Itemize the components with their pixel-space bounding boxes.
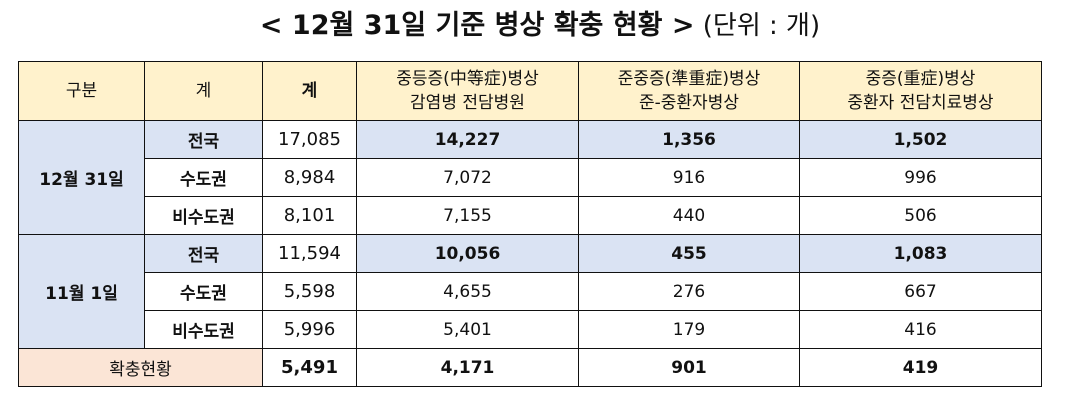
region-cell: 비수도권 [144,310,263,349]
header-semi-severe-line1: 준중증(準重症)병상 [617,69,761,89]
expansion-row: 확충현황 5,491 4,171 901 419 [18,348,1042,387]
group-label-nov1: 11월 1일 [18,234,145,349]
expansion-semi-severe: 901 [578,348,800,387]
group-label-dec31: 12월 31일 [18,120,145,235]
header-category: 구분 [18,61,145,121]
severe-cell: 996 [799,158,1042,197]
header-severe-line2: 중환자 전담치료병상 [847,93,994,113]
total-cell: 5,598 [262,272,357,311]
semi-severe-cell: 1,356 [578,120,800,159]
severe-cell: 506 [799,196,1042,235]
title-unit: (단위 : 개) [694,11,821,41]
semi-severe-cell: 916 [578,158,800,197]
table-row: 비수도권 5,996 5,401 179 416 [19,310,1042,349]
region-cell: 수도권 [144,272,263,311]
total-cell: 17,085 [262,120,357,159]
moderate-cell: 4,655 [356,272,579,311]
region-cell: 전국 [144,120,263,159]
moderate-cell: 10,056 [356,234,579,273]
header-row: 구분 계 계 중등증(中等症)병상 감염병 전담병원 준중증(準重症)병상 준-… [18,61,1042,121]
header-severe-line1: 중증(重症)병상 [865,69,976,89]
header-total-region: 계 [144,61,263,121]
header-moderate-line1: 중등증(中等症)병상 [396,69,539,89]
moderate-cell: 7,155 [356,196,579,235]
table-row: 수도권 8,984 7,072 916 996 [19,158,1042,197]
expansion-total: 5,491 [262,348,357,387]
severe-cell: 416 [799,310,1042,349]
total-cell: 8,101 [262,196,357,235]
expansion-severe: 419 [799,348,1042,387]
header-semi-severe-line2: 준-중환자병상 [639,93,739,113]
total-cell: 8,984 [262,158,357,197]
title-main: < 12월 31일 기준 병상 확충 현황 > [259,10,695,41]
region-cell: 수도권 [144,158,263,197]
page-title: < 12월 31일 기준 병상 확충 현황 > (단위 : 개) [0,6,1080,46]
header-semi-severe: 준중증(準重症)병상 준-중환자병상 [578,61,800,121]
table-row: 비수도권 8,101 7,155 440 506 [19,196,1042,235]
header-total: 계 [262,61,357,121]
severe-cell: 1,502 [799,120,1042,159]
moderate-cell: 7,072 [356,158,579,197]
semi-severe-cell: 276 [578,272,800,311]
semi-severe-cell: 455 [578,234,800,273]
table-row: 11월 1일 전국 11,594 10,056 455 1,083 [18,234,1042,349]
moderate-cell: 14,227 [356,120,579,159]
total-cell: 11,594 [262,234,357,273]
region-cell: 전국 [144,234,263,273]
semi-severe-cell: 179 [578,310,800,349]
total-cell: 5,996 [262,310,357,349]
region-cell: 비수도권 [144,196,263,235]
header-moderate-line2: 감염병 전담병원 [410,93,525,113]
expansion-moderate: 4,171 [356,348,579,387]
table-row: 수도권 5,598 4,655 276 667 [19,272,1042,311]
moderate-cell: 5,401 [356,310,579,349]
expansion-label: 확충현황 [18,348,263,387]
header-severe: 중증(重症)병상 중환자 전담치료병상 [799,61,1042,121]
severe-cell: 667 [799,272,1042,311]
severe-cell: 1,083 [799,234,1042,273]
semi-severe-cell: 440 [578,196,800,235]
header-moderate: 중등증(中等症)병상 감염병 전담병원 [356,61,579,121]
bed-expansion-table: 구분 계 계 중등증(中等症)병상 감염병 전담병원 준중증(準重症)병상 준-… [18,61,1042,387]
table-row: 12월 31일 전국 17,085 14,227 1,356 1,502 [18,120,1042,235]
